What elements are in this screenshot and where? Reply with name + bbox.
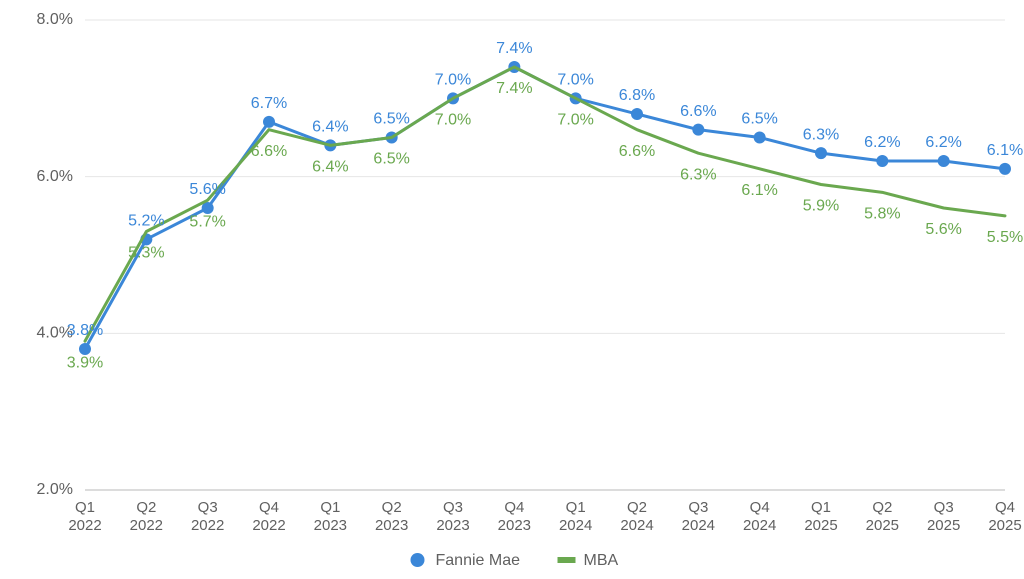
legend-swatch-line — [558, 557, 576, 563]
data-label: 5.6% — [189, 181, 225, 198]
y-tick-label: 2.0% — [37, 481, 73, 498]
data-label: 7.0% — [557, 72, 593, 89]
data-label: 6.8% — [619, 87, 655, 104]
data-label: 6.2% — [864, 134, 900, 151]
data-label: 5.6% — [925, 221, 961, 238]
chart-container: 2.0%4.0%6.0%8.0%Q12022Q22022Q32022Q42022… — [0, 0, 1024, 579]
series-marker — [263, 116, 275, 128]
data-label: 6.5% — [373, 111, 409, 128]
data-label: 5.3% — [128, 245, 164, 262]
data-label: 6.6% — [680, 103, 716, 120]
data-label: 7.4% — [496, 80, 532, 97]
legend-label: MBA — [584, 552, 619, 569]
data-label: 7.0% — [557, 112, 593, 129]
data-label: 6.3% — [680, 166, 716, 183]
series-marker — [79, 343, 91, 355]
legend-swatch-circle — [411, 553, 425, 567]
data-label: 6.6% — [251, 143, 287, 160]
data-label: 6.4% — [312, 119, 348, 136]
data-label: 5.7% — [189, 213, 225, 230]
series-marker — [754, 132, 766, 144]
series-marker — [631, 108, 643, 120]
series-marker — [692, 124, 704, 136]
data-label: 6.4% — [312, 159, 348, 176]
data-label: 6.5% — [741, 111, 777, 128]
data-label: 6.5% — [373, 151, 409, 168]
data-label: 7.0% — [435, 72, 471, 89]
data-label: 3.8% — [67, 322, 103, 339]
data-label: 5.9% — [803, 198, 839, 215]
data-label: 6.6% — [619, 143, 655, 160]
data-label: 5.8% — [864, 206, 900, 223]
series-marker — [999, 163, 1011, 175]
legend-label: Fannie Mae — [436, 552, 521, 569]
series-marker — [938, 155, 950, 167]
data-label: 5.2% — [128, 213, 164, 230]
y-tick-label: 8.0% — [37, 11, 73, 28]
data-label: 6.2% — [925, 134, 961, 151]
data-label: 6.3% — [803, 126, 839, 143]
series-marker — [815, 147, 827, 159]
line-chart: 2.0%4.0%6.0%8.0%Q12022Q22022Q32022Q42022… — [0, 0, 1024, 579]
data-label: 6.1% — [987, 142, 1023, 159]
data-label: 6.1% — [741, 182, 777, 199]
data-label: 5.5% — [987, 229, 1023, 246]
data-label: 3.9% — [67, 354, 103, 371]
data-label: 7.4% — [496, 40, 532, 57]
data-label: 6.7% — [251, 95, 287, 112]
y-tick-label: 6.0% — [37, 168, 73, 185]
data-label: 7.0% — [435, 112, 471, 129]
series-marker — [876, 155, 888, 167]
